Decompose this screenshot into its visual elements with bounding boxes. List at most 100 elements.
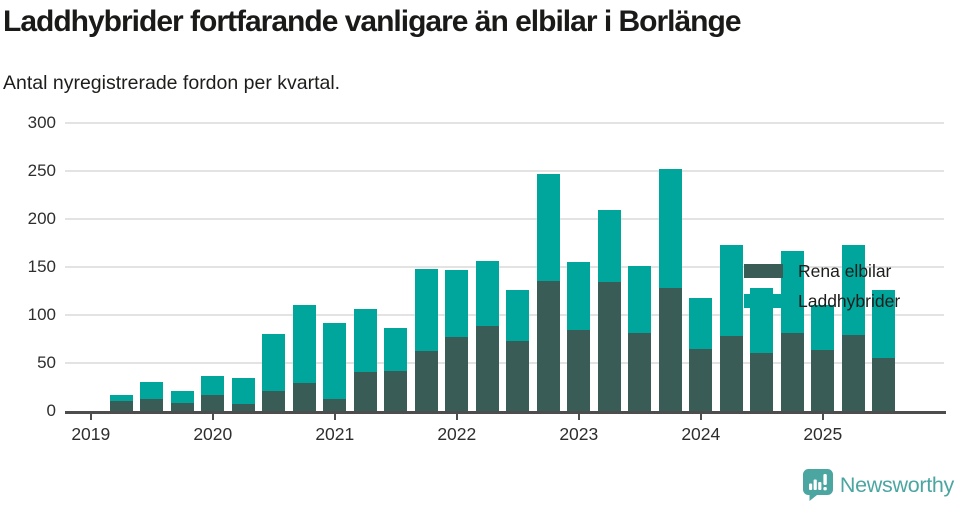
- bar-2023-q3: [628, 266, 652, 411]
- x-axis-tick-label: 2025: [803, 424, 843, 444]
- bar-segment: [719, 244, 743, 337]
- y-axis-tick-label: 300: [27, 113, 56, 132]
- bar-2021-q1: [323, 322, 347, 411]
- bar-segment: [841, 245, 865, 336]
- x-axis-tick: [577, 414, 580, 420]
- y-axis-tick-label: 150: [27, 257, 56, 276]
- bar-2019-q2: [109, 394, 133, 411]
- bar-segment: [628, 333, 652, 411]
- x-axis-tick: [89, 414, 92, 420]
- bar-2022-q4: [536, 173, 560, 411]
- bar-segment: [292, 304, 316, 384]
- bar-segment: [780, 250, 804, 334]
- bar-2025-q1: [811, 305, 835, 411]
- gridline: [65, 170, 944, 172]
- bar-segment: [201, 394, 225, 411]
- y-axis-tick-label: 200: [27, 209, 56, 228]
- bar-segment: [719, 336, 743, 411]
- legend-item: Laddhybrider: [744, 290, 900, 312]
- legend-item: Rena elbilar: [744, 260, 900, 282]
- bar-segment: [475, 325, 499, 411]
- plot-area: [65, 122, 944, 411]
- bar-segment: [841, 335, 865, 411]
- bar-2024-q2: [719, 244, 743, 411]
- x-axis-tick-label: 2024: [681, 424, 721, 444]
- gridline: [65, 122, 944, 124]
- bar-2020-q2: [231, 378, 255, 411]
- legend-swatch: [744, 264, 783, 278]
- x-axis-tick: [699, 414, 702, 420]
- bar-2023-q2: [597, 210, 621, 411]
- bar-segment: [872, 290, 896, 359]
- bar-segment: [811, 349, 835, 411]
- bar-segment: [567, 330, 591, 411]
- bar-segment: [689, 297, 713, 349]
- x-axis-tick-label: 2023: [559, 424, 599, 444]
- chart-area: Rena elbilar Laddhybrider 0 50 100 150 200 250…: [0, 113, 960, 458]
- bar-segment: [567, 262, 591, 331]
- bar-segment: [353, 371, 377, 411]
- bar-2020-q4: [292, 304, 316, 411]
- bar-segment: [170, 403, 194, 411]
- bar-segment: [628, 266, 652, 334]
- newsworthy-logo: Newsworthy: [802, 469, 954, 501]
- y-axis-tick-label: 0: [46, 401, 56, 420]
- newsworthy-wordmark: Newsworthy: [839, 472, 954, 497]
- y-axis-tick-label: 100: [27, 305, 56, 324]
- bar-segment: [597, 210, 621, 283]
- x-axis-tick-label: 2022: [437, 424, 477, 444]
- bar-segment: [414, 350, 438, 411]
- bar-2019-q3: [140, 382, 164, 411]
- bar-segment: [475, 261, 499, 326]
- x-axis-tick: [333, 414, 336, 420]
- bar-2024-q4: [780, 250, 804, 411]
- gridline: [65, 266, 944, 268]
- bar-segment: [780, 333, 804, 411]
- bar-2022-q1: [445, 269, 469, 411]
- x-axis-tick: [455, 414, 458, 420]
- bar-2021-q2: [353, 309, 377, 411]
- bar-segment: [384, 327, 408, 371]
- bar-segment: [353, 309, 377, 372]
- bar-segment: [201, 375, 225, 395]
- bar-segment: [811, 305, 835, 350]
- bar-2023-q4: [658, 169, 682, 411]
- bar-segment: [445, 337, 469, 411]
- x-axis-tick: [211, 414, 214, 420]
- bar-segment: [109, 394, 133, 402]
- x-axis-tick-label: 2021: [315, 424, 355, 444]
- bar-2022-q3: [506, 290, 530, 411]
- legend-label: Rena elbilar: [798, 260, 892, 281]
- chart-subtitle: Antal nyregistrerade fordon per kvartal.: [3, 72, 341, 94]
- bar-segment: [689, 348, 713, 411]
- bar-segment: [506, 340, 530, 411]
- bar-segment: [231, 378, 255, 405]
- bar-segment: [140, 398, 164, 411]
- bar-segment: [231, 404, 255, 411]
- bar-segment: [109, 401, 133, 411]
- bar-segment: [536, 173, 560, 282]
- bar-2023-q1: [567, 262, 591, 411]
- y-axis-tick-label: 50: [37, 353, 56, 372]
- x-axis-line: [65, 411, 946, 414]
- gridline: [65, 218, 944, 220]
- bar-segment: [750, 353, 774, 411]
- bar-2024-q1: [689, 297, 713, 411]
- bar-segment: [262, 390, 286, 411]
- bar-segment: [292, 383, 316, 411]
- bar-2022-q2: [475, 261, 499, 411]
- bar-segment: [140, 382, 164, 399]
- chart-title: Laddhybrider fortfarande vanligare än el…: [3, 5, 742, 38]
- bar-segment: [170, 390, 194, 404]
- bar-segment: [658, 288, 682, 411]
- bar-segment: [872, 358, 896, 411]
- x-axis-tick-label: 2020: [193, 424, 233, 444]
- bar-segment: [506, 290, 530, 341]
- x-axis-tick-label: 2019: [71, 424, 111, 444]
- bar-2025-q2: [841, 245, 865, 411]
- bar-segment: [323, 398, 347, 411]
- gridline: [65, 314, 944, 316]
- bar-segment: [597, 282, 621, 411]
- bar-2021-q4: [414, 268, 438, 411]
